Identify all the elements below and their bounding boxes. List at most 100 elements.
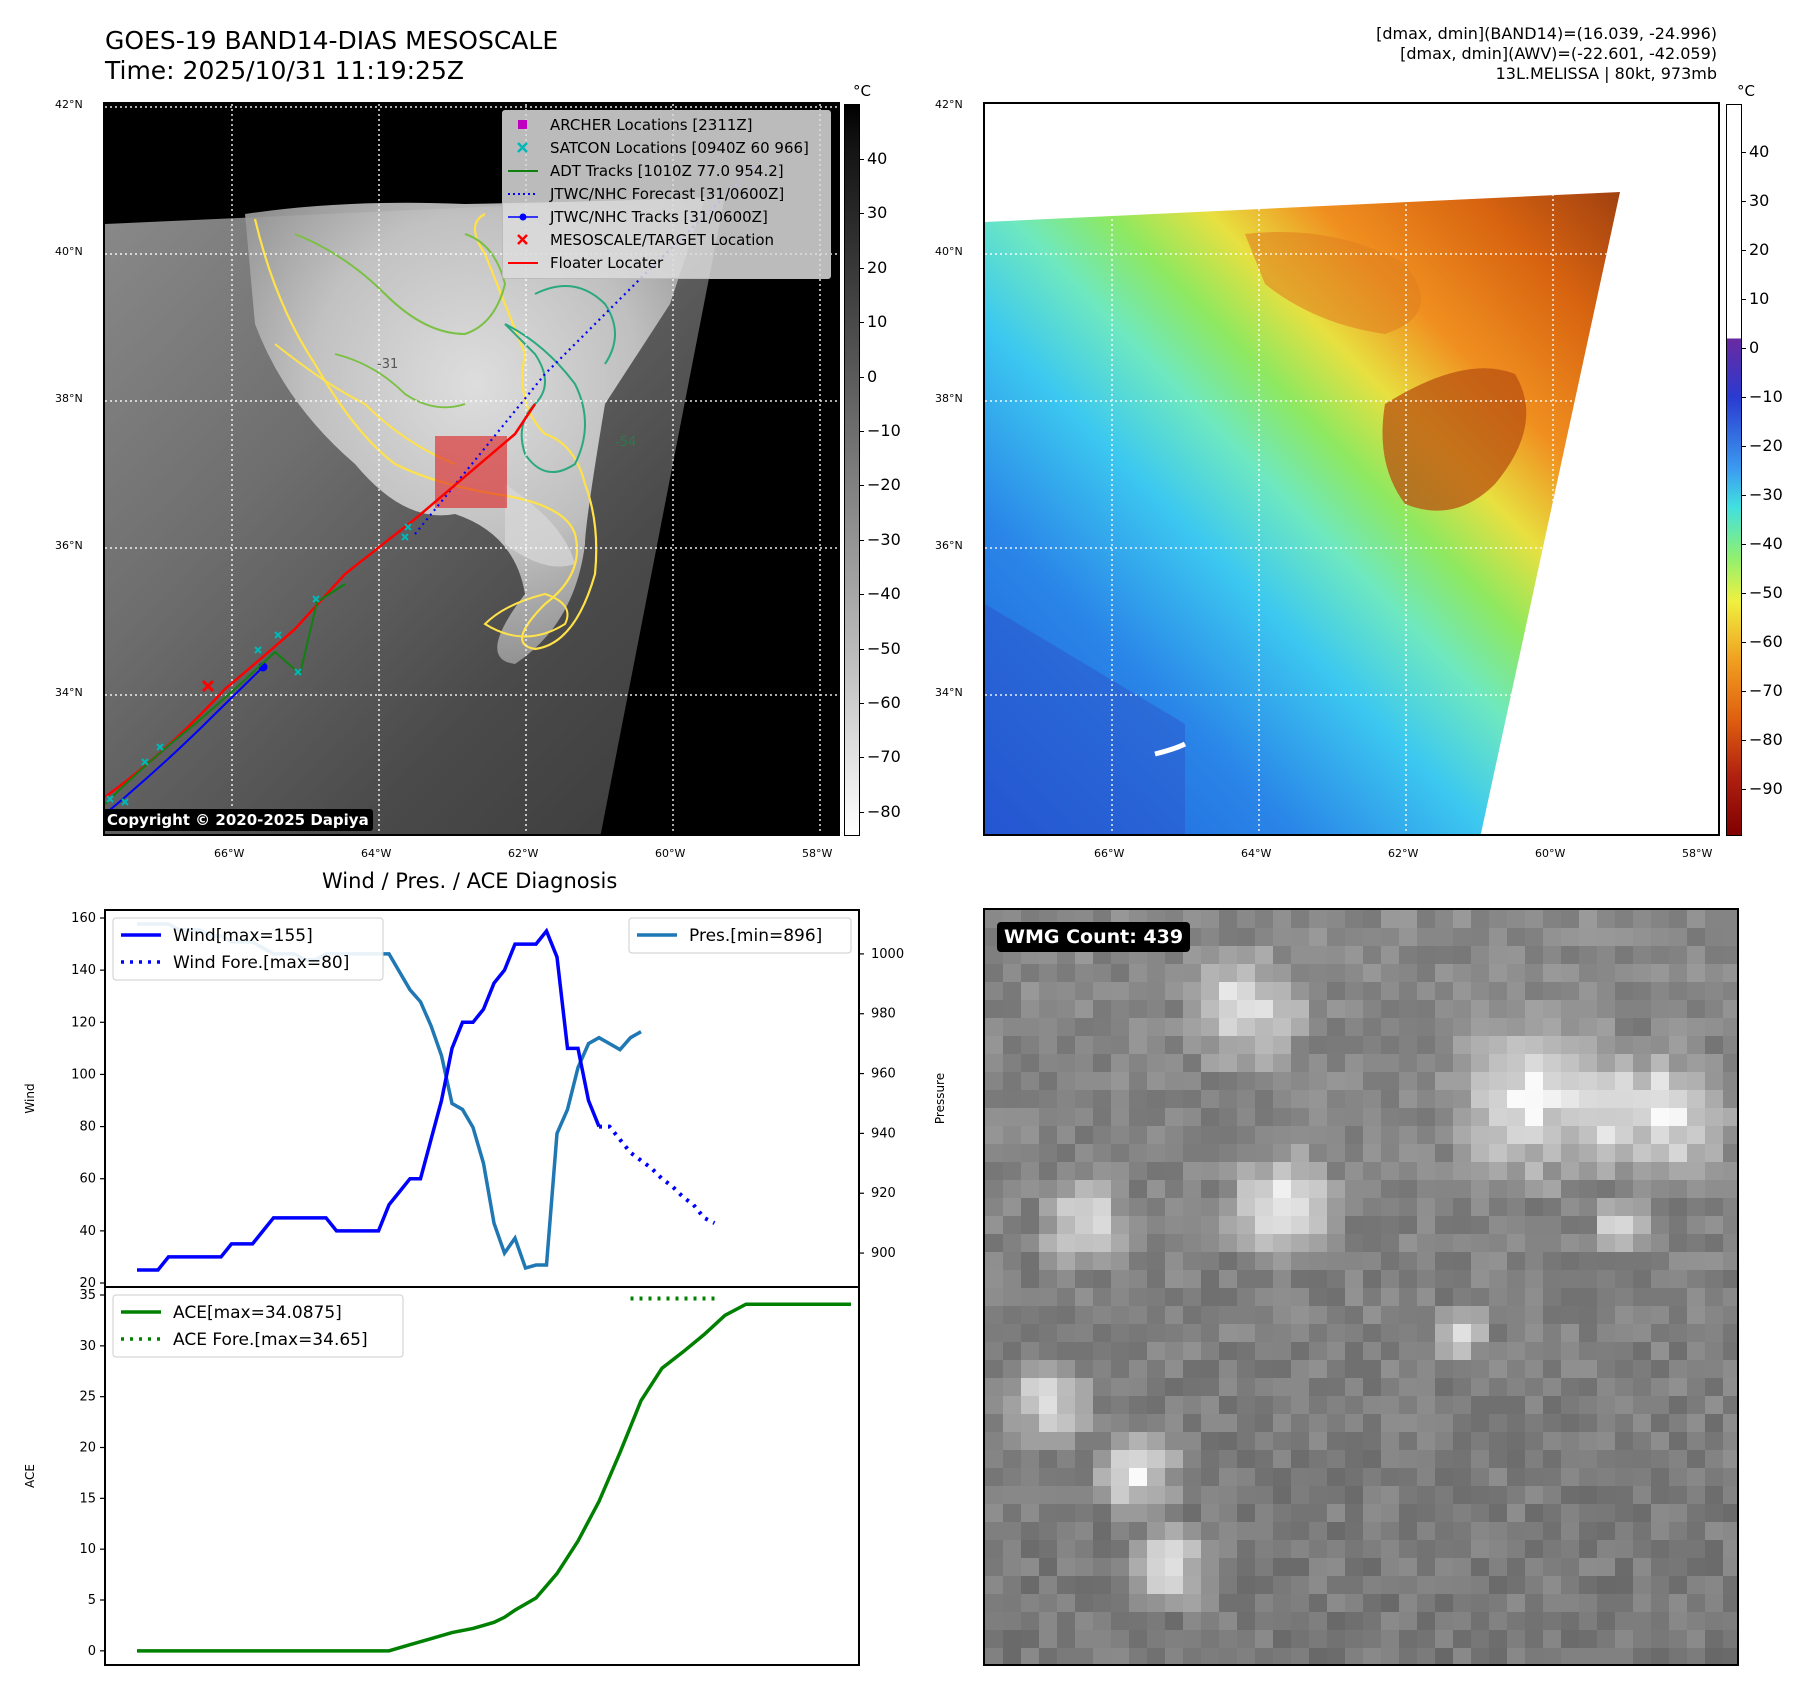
lat-label: 34°N (935, 686, 963, 699)
colorbar-tick-label: −60 (1749, 632, 1783, 651)
axis-label: Pressure (933, 1073, 947, 1124)
y-tick-label: 40 (79, 1224, 96, 1239)
lon-label: 60°W (655, 847, 686, 860)
colorbar-tick-label: 0 (1749, 338, 1760, 357)
y-tick-label: 0 (88, 1644, 96, 1659)
lon-label: 62°W (1388, 847, 1419, 860)
colorbar-tick-mark (859, 431, 864, 432)
awv-colorbar (1726, 104, 1742, 836)
y-tick-label: 60 (79, 1172, 96, 1187)
colorbar-tick-mark (1741, 299, 1746, 300)
lon-label: 58°W (802, 847, 833, 860)
legend-label: Wind[max=155] (173, 926, 313, 946)
y-tick-label: 30 (79, 1339, 96, 1354)
y-tick-label: 100 (71, 1067, 96, 1082)
y-tick-label: 140 (71, 963, 96, 978)
awv-colorbar-unit: °C (1737, 82, 1755, 100)
legend-label: Floater Locater (550, 254, 664, 272)
colorbar-tick-label: −20 (867, 475, 901, 495)
colorbar-tick-label: 0 (867, 366, 878, 386)
wmg-panel (983, 908, 1739, 1666)
wmg-count-badge: WMG Count: 439 (997, 922, 1191, 952)
colorbar-tick-mark (1741, 740, 1746, 741)
colorbar-tick-mark (1741, 789, 1746, 790)
colorbar-tick-mark (859, 539, 864, 541)
colorbar-tick-mark (1741, 544, 1746, 545)
legend-label: Pres.[min=896] (689, 926, 822, 946)
colorbar-tick-mark (859, 376, 864, 378)
colorbar-tick-mark (1741, 495, 1746, 496)
colorbar-tick-mark (859, 703, 864, 704)
info-line-1: [dmax, dmin](BAND14)=(16.039, -24.996) (1376, 24, 1717, 43)
lon-label: 64°W (361, 847, 392, 860)
colorbar-tick-label: −60 (867, 693, 901, 712)
colorbar-tick-label: −20 (1749, 436, 1783, 455)
legend-label: JTWC/NHC Forecast [31/0600Z] (549, 185, 784, 203)
colorbar-tick-mark (1741, 446, 1746, 447)
legend-label: ARCHER Locations [2311Z] (550, 116, 753, 134)
colorbar-tick-label: −70 (867, 747, 901, 767)
awv-map-image (985, 104, 1718, 834)
lat-label: 40°N (935, 245, 963, 258)
colorbar-tick-mark (859, 159, 864, 160)
legend-entry: ARCHER Locations [2311Z] (518, 116, 753, 134)
contour-label: -31 (377, 357, 398, 372)
info-line-2: [dmax, dmin](AWV)=(-22.601, -42.059) (1400, 44, 1717, 63)
colorbar-tick-mark (859, 267, 864, 269)
lat-label: 42°N (55, 98, 83, 111)
y-tick-label: 10 (79, 1542, 96, 1557)
colorbar-tick-label: −70 (1749, 681, 1783, 700)
wmg-image (985, 910, 1737, 1664)
colorbar-tick-label: −40 (1749, 534, 1783, 553)
colorbar-tick-label: −40 (867, 584, 901, 604)
colorbar-tick-mark (1741, 250, 1746, 251)
colorbar-tick-label: −30 (1749, 485, 1783, 504)
colorbar-tick-label: 20 (1749, 240, 1770, 259)
info-line-3: 13L.MELISSA | 80kt, 973mb (1495, 64, 1717, 83)
lon-label: 64°W (1241, 847, 1272, 860)
figure-title: GOES-19 BAND14-DIAS MESOSCALE Time: 2025… (105, 26, 558, 86)
figure-info: [dmax, dmin](BAND14)=(16.039, -24.996) [… (1376, 24, 1717, 84)
lat-label: 36°N (935, 539, 963, 552)
ace-line (137, 1302, 851, 1653)
lat-label: 40°N (55, 245, 83, 258)
legend-label: ADT Tracks [1010Z 77.0 954.2] (550, 162, 784, 180)
colorbar-tick-mark (1741, 152, 1746, 153)
colorbar-tick-mark (1741, 201, 1746, 202)
legend-label: ACE[max=34.0875] (173, 1303, 342, 1323)
axis-label: Wind (23, 1083, 37, 1113)
lon-label: 62°W (508, 847, 539, 860)
lat-label: 38°N (935, 392, 963, 405)
title-line-1: GOES-19 BAND14-DIAS MESOSCALE (105, 26, 559, 55)
legend-entry: JTWC/NHC Tracks [31/0600Z] (508, 208, 768, 226)
lat-label: 38°N (55, 392, 83, 405)
y-tick-label: 1000 (871, 947, 904, 962)
colorbar-tick-label: −10 (867, 421, 901, 440)
legend-label: JTWC/NHC Tracks [31/0600Z] (549, 208, 768, 226)
lat-label: 42°N (935, 98, 963, 111)
colorbar-tick-label: −10 (1749, 387, 1783, 406)
lat-label: 36°N (55, 539, 83, 552)
colorbar-tick-mark (859, 322, 864, 324)
legend-label: ACE Fore.[max=34.65] (173, 1330, 368, 1350)
y-tick-label: 120 (71, 1015, 96, 1030)
y-tick-label: 980 (871, 1007, 896, 1022)
colorbar-tick-mark (1741, 593, 1746, 594)
lon-label: 66°W (214, 847, 245, 860)
colorbar-tick-mark (1741, 397, 1746, 398)
lon-label: 58°W (1682, 847, 1713, 860)
y-tick-label: 940 (871, 1126, 896, 1141)
ace-axes (104, 1286, 860, 1666)
y-tick-label: 80 (79, 1120, 96, 1135)
colorbar-tick-label: 10 (867, 312, 888, 332)
y-tick-label: 15 (79, 1491, 96, 1506)
ir-colorbar (844, 104, 860, 836)
colorbar-tick-label: 20 (867, 257, 888, 277)
y-tick-label: 920 (871, 1186, 896, 1201)
wind-line (137, 927, 601, 1272)
colorbar-tick-mark (1741, 691, 1746, 692)
colorbar-tick-label: −90 (1749, 779, 1783, 798)
colorbar-tick-label: −80 (867, 801, 901, 821)
colorbar-tick-label: −80 (1749, 730, 1783, 749)
chart-legend (112, 917, 384, 981)
